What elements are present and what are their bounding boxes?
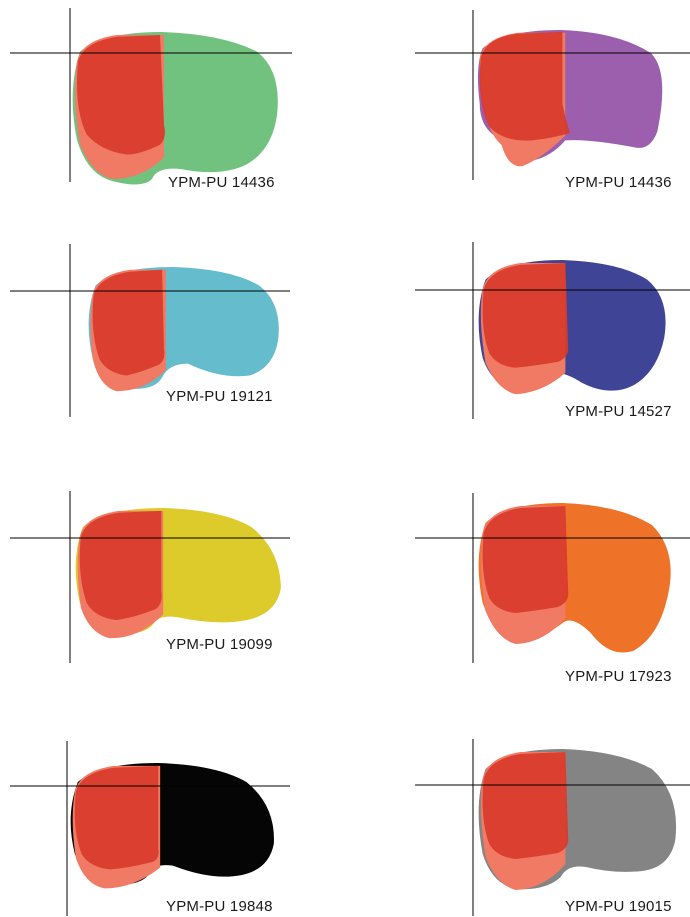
specimen-label: YPM-PU 14527 [565,403,672,420]
specimen-outline-diagram [415,10,690,180]
red-overlay [74,765,159,870]
specimen-panel: YPM-PU 14436 [345,0,690,229]
specimen-panel: YPM-PU 19121 [0,229,345,458]
specimen-panel: YPM-PU 19099 [0,458,345,687]
specimen-panel: YPM-PU 17923 [345,458,690,687]
specimen-outline-diagram [10,244,290,417]
specimen-outline-diagram [10,8,292,185]
specimen-panel: YPM-PU 19848 [0,687,345,916]
specimen-label: YPM-PU 17923 [565,668,672,685]
specimen-label: YPM-PU 14436 [168,174,275,191]
red-overlay [79,510,162,621]
specimen-label: YPM-PU 14436 [565,174,672,191]
specimen-outline-diagram [415,739,690,916]
specimen-panel: YPM-PU 14527 [345,229,690,458]
specimen-outline-diagram [415,493,690,663]
red-overlay [77,34,165,155]
specimen-panel: YPM-PU 14436 [0,0,345,229]
specimen-outline-diagram [10,491,290,663]
specimen-label: YPM-PU 19121 [166,388,273,405]
specimen-label: YPM-PU 19848 [166,898,273,915]
red-overlay [479,31,570,141]
red-overlay [482,262,569,368]
specimen-outline-diagram [415,242,690,419]
red-overlay [482,506,569,613]
specimen-outline-diagram [10,741,290,916]
red-overlay [92,269,165,376]
specimen-label: YPM-PU 19015 [565,898,672,915]
specimen-label: YPM-PU 19099 [166,636,273,653]
red-overlay [482,752,569,859]
specimen-panel: YPM-PU 19015 [345,687,690,916]
